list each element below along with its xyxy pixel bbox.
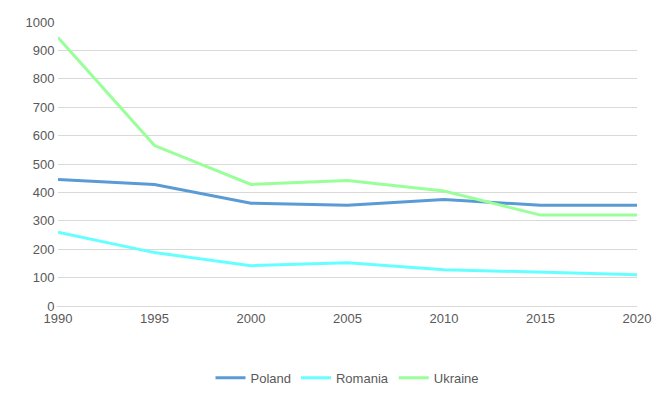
svg-text:Ukraine: Ukraine [434,371,479,386]
svg-text:1990: 1990 [44,311,73,326]
svg-text:1000: 1000 [25,15,54,30]
svg-text:0: 0 [47,299,54,314]
svg-text:2020: 2020 [623,311,652,326]
svg-text:Poland: Poland [251,371,291,386]
svg-text:200: 200 [33,242,55,257]
svg-text:2000: 2000 [237,311,266,326]
svg-text:100: 100 [33,270,55,285]
svg-text:2005: 2005 [333,311,362,326]
svg-text:800: 800 [33,71,55,86]
svg-text:Romania: Romania [336,371,389,386]
svg-text:2015: 2015 [526,311,555,326]
svg-text:400: 400 [33,185,55,200]
svg-text:500: 500 [33,157,55,172]
svg-text:300: 300 [33,213,55,228]
svg-text:900: 900 [33,43,55,58]
svg-text:2010: 2010 [430,311,459,326]
svg-text:700: 700 [33,100,55,115]
svg-text:600: 600 [33,128,55,143]
svg-text:1995: 1995 [140,311,169,326]
